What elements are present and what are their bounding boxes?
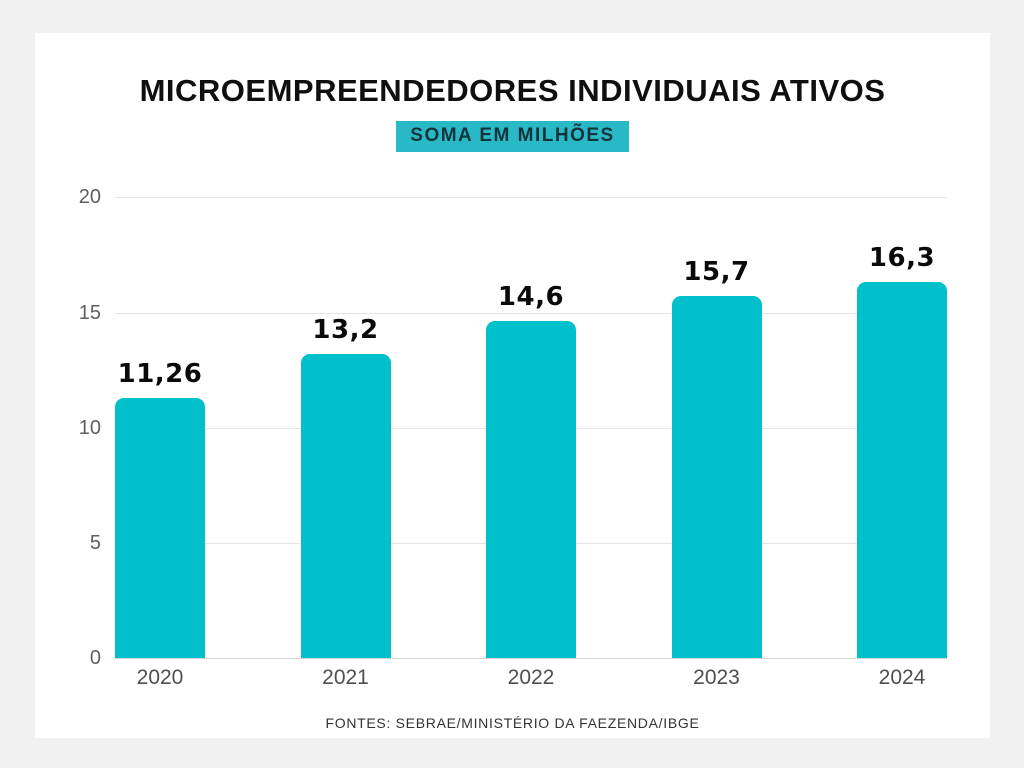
x-axis-label: 2024 [878,666,926,689]
bar: 16,3 [857,245,947,658]
bar: 13,2 [300,317,391,658]
y-axis-tick-label: 15 [78,302,101,324]
bar-value-label: 14,6 [497,282,565,313]
bar-column: 14,6 2022 [486,197,576,688]
bar: 14,6 [486,284,576,658]
bar-value-label: 13,2 [312,314,379,345]
chart-title: MICROEMPREENDEDORES INDIVIDUAIS ATIVOS [139,73,886,108]
y-axis-tick-label: 20 [78,186,101,208]
y-axis-tick-label: 5 [89,532,101,554]
gridline [115,197,947,198]
subtitle-badge: SOMA EM MILHÕES [396,121,629,152]
bar: 11,26 [115,361,205,658]
bar-column: 16,3 2024 [857,197,947,688]
bar-value-label: 11,26 [117,359,203,390]
gridline [115,313,947,314]
plot-area: 11,26 2020 13,2 2021 14,6 2022 15,7 [115,197,947,688]
bar-column: 15,7 2023 [671,197,762,688]
source-note: FONTES: SEBRAE/MINISTÉRIO DA FAEZENDA/IB… [325,715,700,731]
bar-column: 13,2 2021 [300,197,391,688]
subtitle-badge-row: SOMA EM MILHÕES [35,121,990,152]
bar-column: 11,26 2020 [115,197,205,688]
x-axis-label: 2023 [693,666,740,689]
x-axis-label: 2020 [136,666,184,689]
x-axis-baseline [115,658,947,659]
bar-value-label: 16,3 [868,243,936,274]
y-axis-tick-label: 0 [89,647,101,669]
bar: 15,7 [671,259,762,658]
chart-card: MICROEMPREENDEDORES INDIVIDUAIS ATIVOS S… [35,33,990,738]
x-axis-label: 2022 [507,666,555,689]
x-axis-label: 2021 [322,666,369,689]
bar-value-label: 15,7 [683,257,750,288]
y-axis-tick-label: 10 [78,417,101,439]
